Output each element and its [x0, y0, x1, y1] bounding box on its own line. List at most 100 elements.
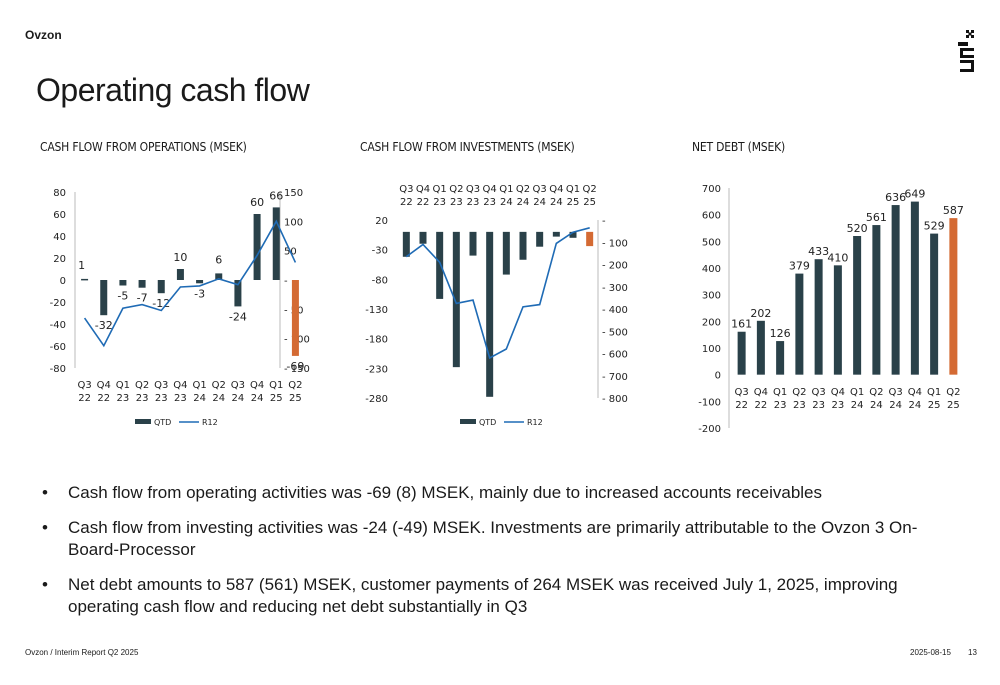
inv-tick-0-q: Q3: [399, 184, 413, 195]
inv-bar-10: [569, 231, 577, 238]
ops-ytick-2: 40: [53, 232, 66, 243]
ops-y2tick-3: -: [284, 276, 288, 287]
debt-tick-6-y: 24: [851, 400, 864, 411]
ops-data-label-8: -24: [229, 310, 247, 323]
debt-tick-6-q: Q1: [850, 387, 864, 398]
ops-tick-1-y: 22: [97, 393, 110, 404]
ops-legend-line-label: R12: [202, 418, 218, 427]
inv-tick-6-y: 24: [500, 197, 513, 208]
debt-data-label-10: 529: [924, 220, 945, 233]
debt-tick-3-y: 23: [793, 400, 806, 411]
inv-tick-8-q: Q3: [533, 184, 547, 195]
inv-tick-9-q: Q4: [549, 184, 563, 195]
ops-bar-3: [138, 280, 146, 288]
ops-legend-bar-swatch: [135, 419, 151, 424]
debt-data-label-11: 587: [943, 204, 964, 217]
debt-tick-4-y: 23: [812, 400, 825, 411]
page-title: Operating cash flow: [36, 72, 310, 108]
ops-data-label-10: 66: [269, 189, 283, 202]
inv-tick-1-y: 22: [417, 197, 430, 208]
ops-tick-1-q: Q4: [97, 380, 111, 391]
inv-ytick-1: -30: [372, 246, 388, 257]
ops-ytick-1: 60: [53, 210, 66, 221]
ops-bar-0: [81, 278, 89, 281]
ops-data-label-9: 60: [250, 196, 264, 209]
inv-tick-7-y: 24: [517, 197, 530, 208]
ops-bar-8: [234, 280, 242, 307]
ops-ytick-7: -60: [50, 342, 66, 353]
debt-bar-5: [833, 265, 842, 375]
inv-tick-9-y: 24: [550, 197, 563, 208]
inv-bar-11: [586, 231, 594, 247]
inv-tick-2-q: Q1: [433, 184, 447, 195]
inv-r12-line: [405, 227, 590, 360]
inv-bar-1: [419, 231, 427, 244]
ops-bar-4: [157, 280, 165, 294]
inv-tick-8-y: 24: [533, 197, 546, 208]
inv-tick-11-q: Q2: [583, 184, 597, 195]
company-logo-icon: [958, 30, 974, 72]
inv-y2tick-5: - 500: [602, 327, 628, 338]
ops-ytick-8: -80: [50, 364, 66, 375]
inv-tick-4-y: 23: [467, 197, 480, 208]
debt-bar-2: [776, 341, 785, 375]
inv-tick-11-y: 25: [583, 197, 596, 208]
ops-tick-6-y: 24: [193, 393, 206, 404]
debt-ytick-7: 0: [715, 371, 721, 382]
debt-tick-7-y: 24: [870, 400, 883, 411]
ops-data-label-1: -32: [95, 319, 113, 332]
ops-tick-0-y: 22: [78, 393, 91, 404]
ops-ytick-5: -20: [50, 298, 66, 309]
inv-bar-0: [402, 231, 410, 257]
inv-ytick-0: 20: [375, 216, 388, 227]
ops-tick-2-q: Q1: [116, 380, 130, 391]
ops-tick-10-y: 25: [270, 393, 283, 404]
debt-ytick-0: 700: [702, 184, 721, 195]
ops-tick-11-y: 25: [289, 393, 302, 404]
ops-tick-7-y: 24: [212, 393, 225, 404]
inv-tick-5-q: Q4: [483, 184, 497, 195]
inv-tick-3-q: Q2: [449, 184, 463, 195]
chart-title-net-debt: NET DEBT (MSEK): [692, 140, 785, 154]
ops-tick-5-y: 23: [174, 393, 187, 404]
debt-tick-5-y: 23: [832, 400, 845, 411]
ops-r12-line: [83, 219, 297, 348]
debt-data-label-3: 379: [789, 260, 810, 273]
debt-tick-11-y: 25: [947, 400, 960, 411]
ops-tick-8-q: Q3: [231, 380, 245, 391]
bullet-net-debt: Net debt amounts to 587 (561) MSEK, cust…: [40, 574, 940, 618]
ops-y2tick-6: - 150: [284, 364, 310, 375]
inv-bar-5: [486, 231, 494, 397]
ops-data-label-7: 6: [215, 253, 222, 266]
debt-tick-2-y: 23: [774, 400, 787, 411]
debt-tick-0-q: Q3: [735, 387, 749, 398]
debt-bar-4: [814, 259, 823, 375]
debt-data-label-0: 161: [731, 318, 752, 331]
inv-tick-3-y: 23: [450, 197, 463, 208]
inv-tick-10-q: Q1: [566, 184, 580, 195]
debt-ytick-8: -100: [698, 397, 721, 408]
inv-bar-3: [452, 231, 460, 368]
ops-data-label-4: -12: [152, 297, 170, 310]
inv-bar-4: [469, 231, 477, 256]
inv-y2tick-1: - 100: [602, 238, 628, 249]
ops-tick-7-q: Q2: [212, 380, 226, 391]
footer-date: 2025-08-15: [910, 648, 951, 657]
ops-tick-8-y: 24: [232, 393, 245, 404]
inv-bar-9: [552, 231, 560, 237]
inv-legend-bar-label: QTD: [479, 418, 496, 427]
ops-data-label-0: 1: [78, 259, 85, 272]
inv-ytick-4: -180: [365, 335, 388, 346]
debt-tick-10-q: Q1: [927, 387, 941, 398]
ops-tick-11-q: Q2: [288, 380, 302, 391]
debt-ytick-2: 500: [702, 237, 721, 248]
debt-tick-1-q: Q4: [754, 387, 768, 398]
inv-bar-2: [436, 231, 444, 299]
ops-bar-11: [291, 280, 299, 356]
debt-bar-8: [891, 205, 900, 375]
debt-tick-8-q: Q3: [889, 387, 903, 398]
inv-tick-4-q: Q3: [466, 184, 480, 195]
debt-tick-7-q: Q2: [869, 387, 883, 398]
